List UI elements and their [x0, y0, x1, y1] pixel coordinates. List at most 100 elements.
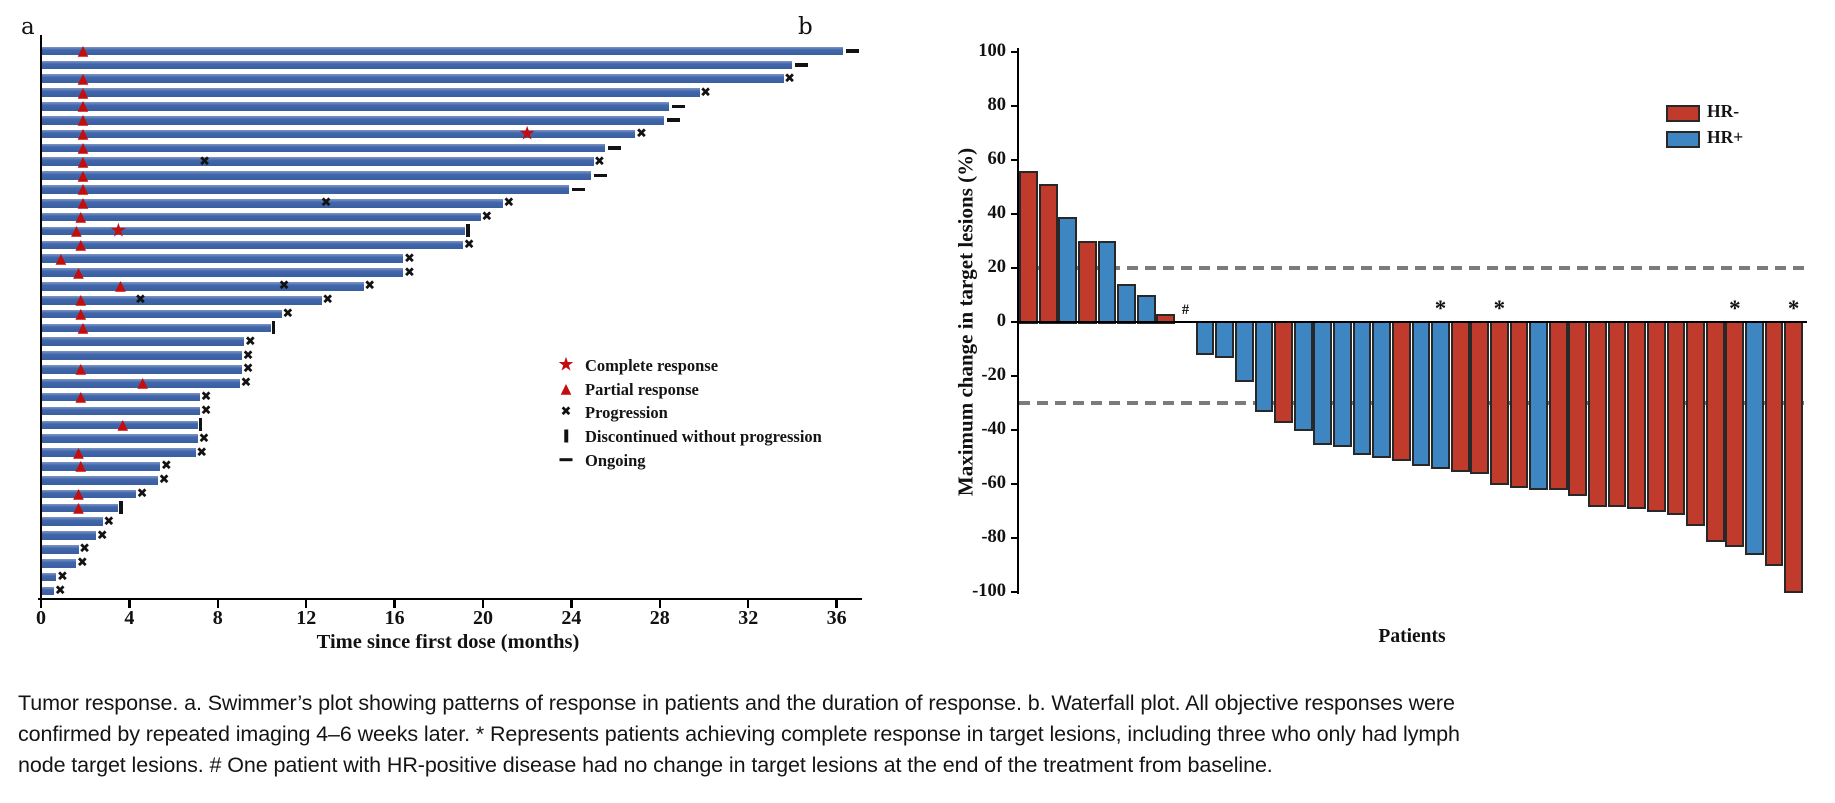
progression-end-marker: ✖ [463, 237, 475, 253]
legend-symbol-tri: ▲ [560, 380, 572, 397]
swimmer-bar [41, 365, 243, 374]
y-axis-line-swimmer [39, 35, 42, 599]
partial-response-marker: ▲ [77, 98, 89, 115]
progression-end-marker: ✖ [244, 334, 256, 350]
partial-response-marker: ▲ [77, 139, 89, 156]
no-change-hash: # [1181, 302, 1190, 318]
swimmer-bar [41, 60, 793, 70]
partial-response-marker: ▲ [55, 250, 67, 267]
x-tick [658, 600, 662, 608]
y-tick [1010, 320, 1018, 324]
y-tick [1010, 212, 1018, 216]
x-tick [570, 600, 573, 608]
progression-end-marker: ✖ [54, 583, 66, 599]
waterfall-bar [1136, 295, 1156, 324]
waterfall-bar [1588, 321, 1607, 507]
progression-end-marker: ✖ [282, 306, 294, 322]
y-tick [1010, 266, 1018, 270]
waterfall-bar [1548, 321, 1568, 491]
progression-end-marker: ✖ [242, 361, 254, 377]
swimmer-bar [41, 268, 404, 277]
swimmer-bar [41, 226, 466, 236]
legend-label: Ongoing [585, 450, 646, 470]
waterfall-bar [1058, 216, 1078, 324]
progression-end-marker: ✖ [158, 472, 170, 488]
waterfall-bar [1529, 321, 1549, 491]
waterfall-bar [1489, 321, 1509, 485]
swimmer-bar [41, 254, 404, 263]
waterfall-bar [1666, 321, 1686, 515]
swimmer-bar [41, 337, 245, 347]
waterfall-bar [1431, 321, 1450, 469]
y-tick [1010, 536, 1018, 540]
progression-end-marker: ✖ [96, 528, 108, 544]
y-tick [1010, 428, 1018, 432]
swimmer-bar [41, 379, 240, 388]
partial-response-marker: ▲ [77, 195, 89, 212]
y-tick-label: 100 [978, 40, 1006, 61]
waterfall-bar [1293, 321, 1313, 431]
discontinued-marker [198, 418, 203, 432]
swimmer-bar [41, 143, 605, 153]
waterfall-bar [1391, 321, 1411, 461]
y-tick [1010, 590, 1018, 594]
waterfall-bar [1077, 241, 1097, 324]
partial-response-marker: ▲ [117, 416, 129, 433]
partial-response-marker: ▲ [75, 236, 87, 253]
x-tick-label: 8 [212, 607, 223, 629]
partial-response-marker: ▲ [75, 458, 87, 475]
partial-response-marker: ▲ [75, 361, 87, 378]
partial-response-marker: ▲ [70, 222, 82, 239]
y-tick-label: 60 [987, 148, 1007, 169]
swimmer-bar [41, 240, 464, 250]
y-tick-label: -80 [981, 526, 1006, 547]
x-tick-label: 16 [384, 607, 405, 629]
progression-end-marker: ✖ [160, 458, 172, 474]
legend-swatch-hr_neg [1666, 105, 1700, 122]
y-tick [1010, 158, 1018, 162]
legend-label: Progression [585, 403, 668, 423]
progression-end-marker: ✖ [364, 278, 376, 294]
partial-response-marker: ▲ [77, 126, 89, 143]
progression-end-marker: ✖ [200, 403, 212, 419]
progression-end-marker: ✖ [242, 348, 254, 364]
waterfall-bar [1215, 321, 1235, 359]
partial-response-marker: ▲ [75, 292, 87, 309]
partial-response-marker: ▲ [77, 84, 89, 101]
ongoing-marker [846, 49, 860, 53]
y-tick [1010, 374, 1018, 378]
waterfall-bar [1411, 321, 1431, 467]
ongoing-marker [671, 104, 685, 109]
complete-response-marker: ★ [518, 122, 536, 145]
swimmer-bar [41, 102, 669, 111]
caption-line: confirmed by repeated imaging 4–6 weeks … [18, 722, 1460, 747]
x-tick [39, 600, 43, 608]
waterfall-bar [1470, 321, 1490, 475]
partial-response-marker: ▲ [77, 70, 89, 87]
swimmer-bar [41, 462, 161, 471]
legend-label: Complete response [585, 356, 719, 375]
complete-response-asterisk: * [1787, 296, 1800, 321]
waterfall-bar [1274, 321, 1293, 423]
x-tick-label: 4 [124, 607, 135, 629]
x-axis-line-swimmer [38, 597, 862, 601]
swimmer-bar [41, 503, 119, 513]
progression-end-marker: ✖ [403, 265, 415, 281]
caption-line: Tumor response. a. Swimmer’s plot showin… [18, 691, 1455, 715]
swimmer-bar [41, 559, 77, 568]
progression-end-marker: ✖ [700, 85, 712, 101]
swimmer-bar [41, 282, 364, 291]
x-tick-label: 0 [36, 607, 46, 629]
waterfall-bar [1705, 321, 1725, 542]
y-tick-label: -40 [981, 418, 1006, 439]
y-tick-label: 40 [987, 202, 1007, 223]
progression-end-marker: ✖ [198, 431, 210, 447]
legend-symbol-dash [559, 458, 573, 462]
swimmer-bar [41, 351, 243, 360]
waterfall-bar [1352, 321, 1372, 456]
x-tick [393, 600, 396, 608]
y-tick [1010, 50, 1018, 54]
